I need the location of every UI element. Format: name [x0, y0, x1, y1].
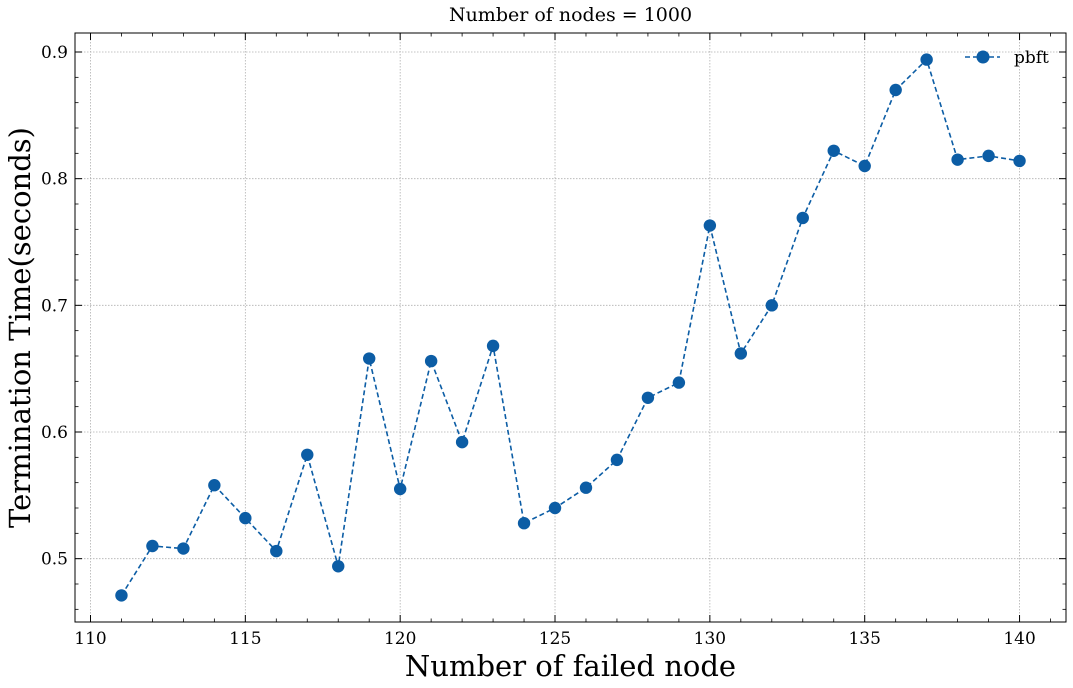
data-point-pbft: [827, 144, 840, 157]
y-axis-label: Termination Time(seconds): [3, 127, 37, 528]
data-point-pbft: [332, 560, 345, 573]
y-tick-label: 0.6: [41, 423, 68, 443]
data-point-pbft: [951, 153, 964, 166]
data-point-pbft: [393, 482, 407, 496]
data-point-pbft: [1013, 154, 1026, 168]
data-point-pbft: [239, 511, 252, 525]
data-point-pbft: [672, 376, 686, 389]
tick-labels: 110 115 120 125 130 135 140 0.5 0.6 0.7 0.8 0.9: [41, 43, 1036, 649]
series-layer: [115, 53, 1026, 602]
data-point-pbft: [982, 149, 995, 163]
y-tick-label: 0.8: [41, 170, 68, 190]
data-point-pbft: [641, 391, 655, 404]
data-point-pbft: [455, 435, 469, 449]
legend-marker-pbft: [976, 50, 990, 64]
data-point-pbft: [858, 159, 871, 173]
x-tick-label: 120: [384, 629, 416, 649]
data-point-pbft: [363, 352, 376, 365]
data-point-pbft: [115, 589, 128, 602]
data-point-pbft: [270, 544, 283, 558]
series-line-pbft: [120, 58, 1020, 596]
data-point-pbft: [517, 517, 531, 530]
data-point-pbft: [703, 219, 717, 232]
data-point-pbft: [301, 448, 314, 461]
x-axis-label: Number of failed node: [405, 649, 736, 683]
data-point-pbft: [208, 479, 221, 492]
data-point-pbft: [734, 347, 748, 360]
x-tick-label: 130: [694, 629, 726, 649]
grid: [75, 33, 1066, 622]
x-tick-label: 140: [1003, 629, 1035, 649]
data-point-pbft: [765, 299, 778, 312]
ticks: [75, 33, 1066, 622]
data-point-pbft: [548, 501, 562, 515]
data-point-pbft: [920, 53, 933, 66]
y-tick-label: 0.7: [41, 296, 68, 316]
chart-title: Number of nodes = 1000: [449, 4, 692, 26]
x-tick-label: 135: [848, 629, 880, 649]
data-point-pbft: [486, 339, 500, 353]
data-point-pbft: [146, 539, 159, 553]
data-point-pbft: [424, 354, 438, 368]
data-point-pbft: [177, 542, 190, 555]
legend-label-pbft: pbft: [1014, 48, 1049, 68]
y-tick-label: 0.5: [41, 550, 68, 570]
x-tick-label: 125: [539, 629, 571, 649]
x-tick-label: 115: [229, 629, 261, 649]
data-point-pbft: [579, 481, 593, 494]
data-point-pbft: [889, 83, 902, 97]
data-point-pbft: [796, 211, 809, 225]
data-point-pbft: [610, 453, 624, 467]
y-tick-label: 0.9: [41, 43, 68, 63]
x-tick-label: 110: [74, 629, 106, 649]
plot-frame: [74, 32, 1067, 623]
legend: pbft: [965, 48, 1049, 68]
